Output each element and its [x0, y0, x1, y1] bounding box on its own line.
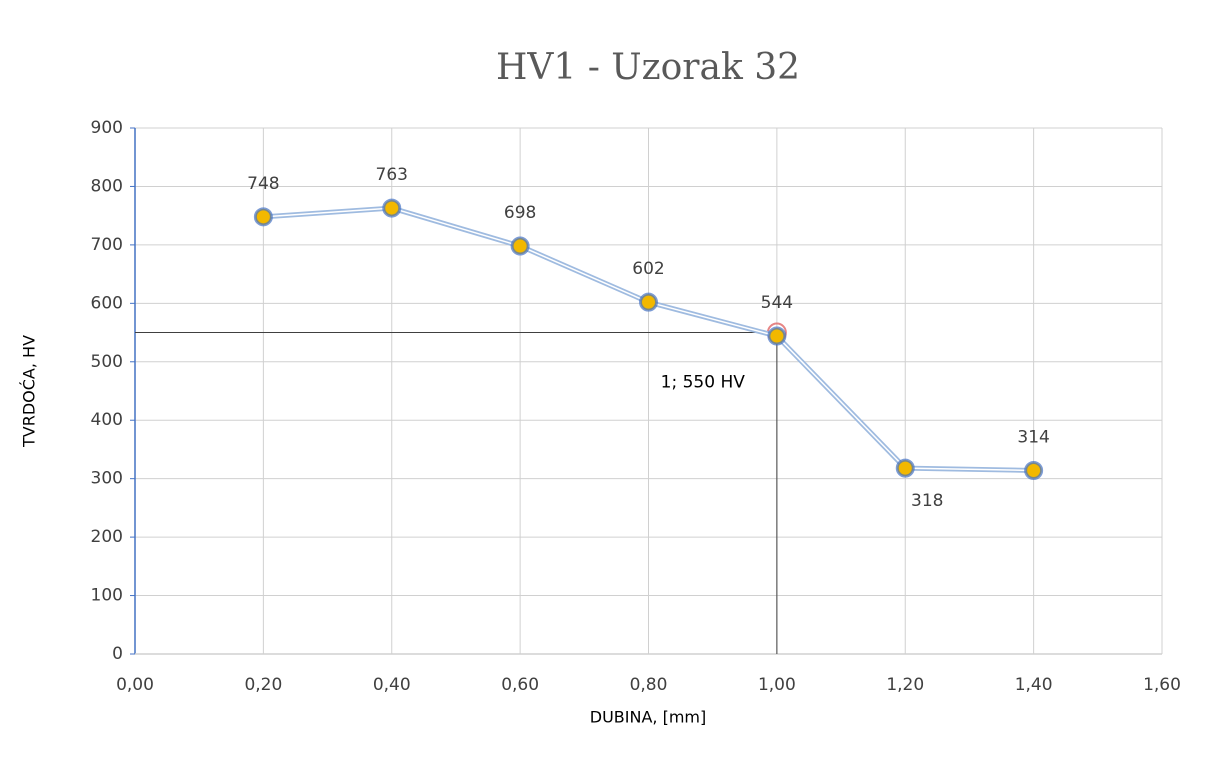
- x-tick-label: 0,60: [501, 675, 539, 695]
- x-tick-label: 1,40: [1015, 675, 1053, 695]
- marker: [253, 207, 273, 227]
- y-tick-label: 800: [91, 176, 123, 196]
- y-tick-label: 100: [91, 586, 123, 606]
- y-tick-label: 0: [112, 644, 123, 664]
- y-tick-label: 300: [91, 469, 123, 489]
- data-label: 314: [1017, 427, 1049, 447]
- reference-label: 1; 550 HV: [661, 373, 746, 393]
- y-tick-label: 400: [91, 410, 123, 430]
- y-tick-label: 500: [91, 352, 123, 372]
- marker: [895, 458, 915, 478]
- x-tick-label: 1,20: [886, 675, 924, 695]
- y-tick-label: 200: [91, 527, 123, 547]
- marker: [767, 326, 787, 346]
- x-axis-label: DUBINA, [mm]: [590, 708, 706, 727]
- chart-title: HV1 - Uzorak 32: [496, 47, 800, 88]
- data-label: 318: [911, 491, 943, 511]
- data-label: 748: [247, 174, 279, 194]
- marker: [382, 198, 402, 218]
- x-tick-label: 1,60: [1143, 675, 1181, 695]
- y-axis-label: TVRDOĆA, HV: [20, 335, 39, 448]
- y-tick-label: 600: [91, 293, 123, 313]
- x-tick-label: 1,00: [758, 675, 796, 695]
- data-label: 602: [632, 259, 664, 279]
- data-label: 544: [761, 293, 793, 313]
- x-tick-label: 0,20: [244, 675, 282, 695]
- y-tick-label: 700: [91, 235, 123, 255]
- marker: [510, 236, 530, 256]
- x-tick-label: 0,40: [373, 675, 411, 695]
- x-tick-label: 0,80: [630, 675, 668, 695]
- data-label: 763: [376, 165, 408, 185]
- data-label: 698: [504, 203, 536, 223]
- y-tick-label: 900: [91, 118, 123, 138]
- marker: [1024, 460, 1044, 480]
- x-tick-label: 0,00: [116, 675, 154, 695]
- marker: [639, 292, 658, 312]
